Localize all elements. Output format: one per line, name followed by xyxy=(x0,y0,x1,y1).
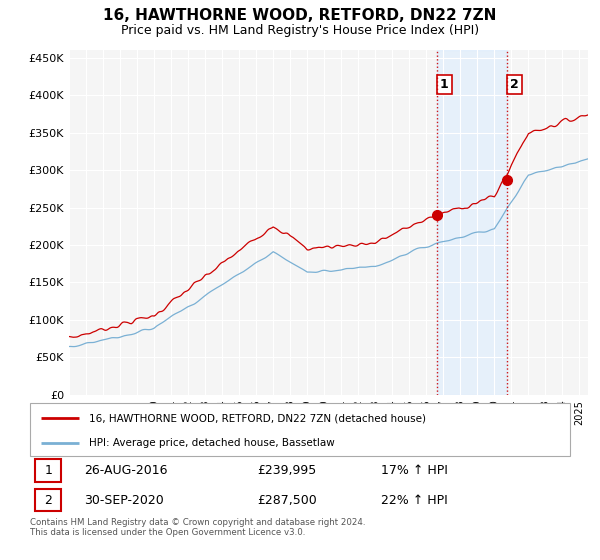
FancyBboxPatch shape xyxy=(35,489,61,511)
Text: HPI: Average price, detached house, Bassetlaw: HPI: Average price, detached house, Bass… xyxy=(89,438,335,448)
Text: 2: 2 xyxy=(510,78,518,91)
Text: 16, HAWTHORNE WOOD, RETFORD, DN22 7ZN (detached house): 16, HAWTHORNE WOOD, RETFORD, DN22 7ZN (d… xyxy=(89,413,427,423)
Text: £239,995: £239,995 xyxy=(257,464,316,477)
FancyBboxPatch shape xyxy=(35,459,61,482)
Text: 22% ↑ HPI: 22% ↑ HPI xyxy=(381,493,448,507)
Text: 1: 1 xyxy=(440,78,449,91)
Text: £287,500: £287,500 xyxy=(257,493,317,507)
Text: Price paid vs. HM Land Registry's House Price Index (HPI): Price paid vs. HM Land Registry's House … xyxy=(121,24,479,36)
Text: 16, HAWTHORNE WOOD, RETFORD, DN22 7ZN: 16, HAWTHORNE WOOD, RETFORD, DN22 7ZN xyxy=(103,8,497,24)
Text: 2: 2 xyxy=(44,493,52,507)
Text: 1: 1 xyxy=(44,464,52,477)
Text: 26-AUG-2016: 26-AUG-2016 xyxy=(84,464,167,477)
Bar xyxy=(437,50,507,395)
Text: 30-SEP-2020: 30-SEP-2020 xyxy=(84,493,164,507)
Text: 17% ↑ HPI: 17% ↑ HPI xyxy=(381,464,448,477)
Text: Contains HM Land Registry data © Crown copyright and database right 2024.
This d: Contains HM Land Registry data © Crown c… xyxy=(30,518,365,538)
FancyBboxPatch shape xyxy=(30,403,570,456)
